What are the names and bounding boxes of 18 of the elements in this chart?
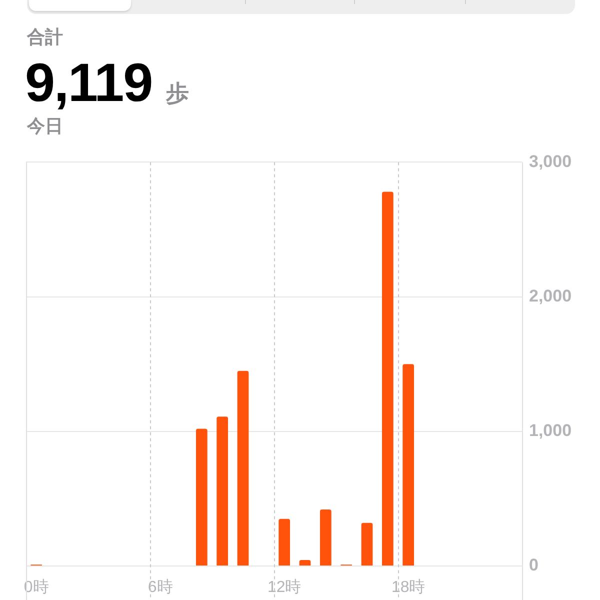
bar <box>237 370 249 566</box>
x-tick-label: 12時 <box>267 578 302 596</box>
bar <box>320 509 332 566</box>
bar <box>299 560 311 566</box>
chart-subtitle: 合計 <box>27 27 63 48</box>
bar <box>402 364 414 566</box>
bar <box>361 522 373 566</box>
text: 今日 <box>27 116 63 137</box>
chart-title: 9,119 歩 <box>25 53 190 113</box>
y-tick-label: 2,000 <box>529 286 572 306</box>
y-tick-label: 3,000 <box>529 152 572 171</box>
bar <box>196 428 208 566</box>
y-tick-label: 0 <box>529 556 538 575</box>
y-tick-label: 1,000 <box>529 421 572 440</box>
bar <box>216 416 228 566</box>
bar <box>382 192 394 566</box>
x-tick-label: 18時 <box>391 578 426 596</box>
bar <box>278 518 290 566</box>
